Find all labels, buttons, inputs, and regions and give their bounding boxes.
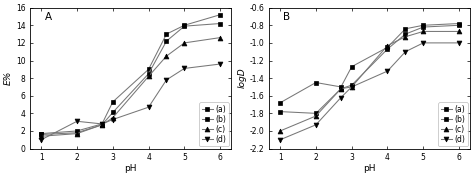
Line: (d): (d) bbox=[39, 62, 223, 142]
(d) bbox=[402, 51, 408, 53]
(c) bbox=[146, 75, 151, 77]
Line: (b): (b) bbox=[39, 21, 223, 137]
Line: (c): (c) bbox=[39, 35, 223, 139]
Line: (b): (b) bbox=[278, 23, 462, 116]
(d) bbox=[456, 42, 462, 44]
(b) bbox=[402, 33, 408, 35]
(d) bbox=[420, 42, 426, 44]
(c) bbox=[182, 42, 187, 44]
(b) bbox=[277, 110, 283, 113]
(d) bbox=[74, 120, 80, 122]
Line: (a): (a) bbox=[39, 12, 223, 136]
(a) bbox=[338, 86, 344, 88]
Text: A: A bbox=[45, 12, 52, 22]
(a) bbox=[38, 133, 44, 135]
(b) bbox=[74, 132, 80, 134]
(a) bbox=[385, 46, 391, 48]
X-axis label: pH: pH bbox=[124, 164, 137, 173]
(a) bbox=[74, 130, 80, 132]
(a) bbox=[217, 14, 223, 16]
X-axis label: pH: pH bbox=[364, 164, 376, 173]
(a) bbox=[313, 81, 319, 84]
(b) bbox=[313, 112, 319, 114]
(a) bbox=[146, 68, 151, 70]
(d) bbox=[99, 123, 105, 125]
(b) bbox=[110, 111, 116, 113]
(b) bbox=[385, 48, 391, 50]
Text: B: B bbox=[283, 12, 291, 22]
(d) bbox=[146, 106, 151, 108]
(a) bbox=[182, 24, 187, 26]
(d) bbox=[338, 96, 344, 99]
(b) bbox=[182, 25, 187, 27]
(a) bbox=[164, 33, 169, 35]
(a) bbox=[110, 101, 116, 103]
(c) bbox=[338, 88, 344, 90]
(b) bbox=[99, 124, 105, 126]
(b) bbox=[164, 40, 169, 42]
(d) bbox=[164, 79, 169, 81]
(b) bbox=[38, 133, 44, 136]
(d) bbox=[385, 70, 391, 72]
(c) bbox=[402, 36, 408, 38]
Y-axis label: logD: logD bbox=[238, 68, 247, 88]
(c) bbox=[99, 124, 105, 126]
(b) bbox=[217, 22, 223, 25]
(a) bbox=[277, 102, 283, 104]
(a) bbox=[420, 24, 426, 26]
(b) bbox=[349, 84, 355, 86]
(d) bbox=[277, 139, 283, 141]
Line: (d): (d) bbox=[278, 41, 462, 142]
(c) bbox=[277, 130, 283, 132]
(c) bbox=[74, 133, 80, 135]
Y-axis label: E%: E% bbox=[4, 71, 13, 85]
(d) bbox=[110, 118, 116, 121]
(a) bbox=[456, 22, 462, 25]
(d) bbox=[313, 124, 319, 126]
(b) bbox=[338, 88, 344, 90]
(d) bbox=[349, 86, 355, 88]
(d) bbox=[217, 63, 223, 65]
(c) bbox=[110, 117, 116, 119]
Legend: (a), (b), (c), (d): (a), (b), (c), (d) bbox=[438, 102, 467, 146]
(c) bbox=[385, 44, 391, 47]
(c) bbox=[456, 30, 462, 33]
(b) bbox=[456, 24, 462, 26]
(d) bbox=[182, 67, 187, 70]
Line: (c): (c) bbox=[278, 29, 462, 133]
(b) bbox=[146, 73, 151, 75]
Line: (a): (a) bbox=[278, 21, 462, 105]
(b) bbox=[420, 26, 426, 28]
(d) bbox=[38, 139, 44, 141]
(c) bbox=[420, 30, 426, 33]
(c) bbox=[38, 135, 44, 137]
Legend: (a), (b), (c), (d): (a), (b), (c), (d) bbox=[200, 102, 228, 146]
(c) bbox=[164, 55, 169, 57]
(a) bbox=[349, 66, 355, 68]
(c) bbox=[349, 86, 355, 88]
(c) bbox=[217, 36, 223, 39]
(c) bbox=[313, 115, 319, 117]
(a) bbox=[99, 123, 105, 125]
(a) bbox=[402, 28, 408, 30]
